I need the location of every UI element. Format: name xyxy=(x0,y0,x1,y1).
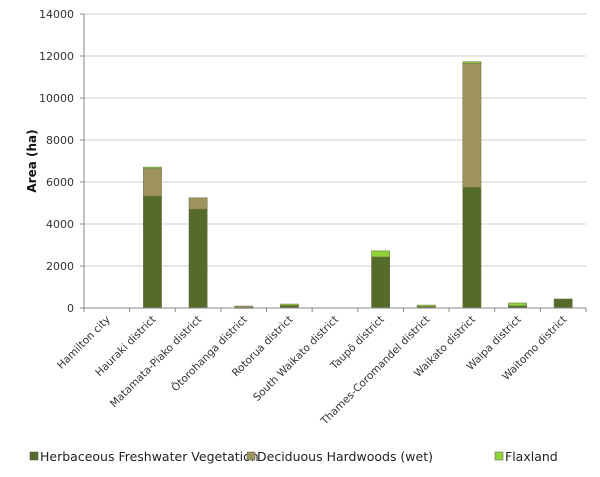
bar-segment xyxy=(143,195,162,309)
bar-segment xyxy=(234,305,254,308)
y-tick-label: 12000 xyxy=(39,50,74,63)
bar-segment xyxy=(279,303,299,306)
legend-label: Herbaceous Freshwater Vegetation xyxy=(40,449,259,464)
y-tick-label: 8000 xyxy=(46,134,74,147)
legend-swatch xyxy=(29,451,39,461)
bar-segment xyxy=(553,298,573,309)
bar-segment xyxy=(188,197,208,210)
bar-segment xyxy=(188,208,208,309)
bar-segment xyxy=(508,302,527,307)
bar-segment xyxy=(143,166,162,169)
x-tick-label: Matamata-Piako district xyxy=(108,314,204,410)
bar-segment xyxy=(462,187,482,309)
bar-segment xyxy=(371,256,391,309)
y-tick-label: 14000 xyxy=(39,8,74,21)
legend-swatch xyxy=(246,451,256,461)
legend-label: Flaxland xyxy=(505,449,558,464)
legend-swatch xyxy=(494,451,504,461)
bar-segment xyxy=(462,62,482,188)
y-tick-label: 4000 xyxy=(46,218,74,231)
bar-segment xyxy=(462,61,482,64)
x-tick-label: South Waikato district xyxy=(251,314,341,404)
legend-label: Deciduous Hardwoods (wet) xyxy=(257,449,433,464)
bar-segment xyxy=(371,250,391,258)
y-tick-label: 2000 xyxy=(46,260,74,273)
bar-segment xyxy=(143,167,162,197)
y-tick-label: 6000 xyxy=(46,176,74,189)
y-axis-label: Area (ha) xyxy=(25,129,39,192)
x-tick-label: Ōtorohanga district xyxy=(169,313,250,394)
y-tick-label: 0 xyxy=(67,302,74,315)
y-tick-label: 10000 xyxy=(39,92,74,105)
bar-segment xyxy=(416,304,436,307)
